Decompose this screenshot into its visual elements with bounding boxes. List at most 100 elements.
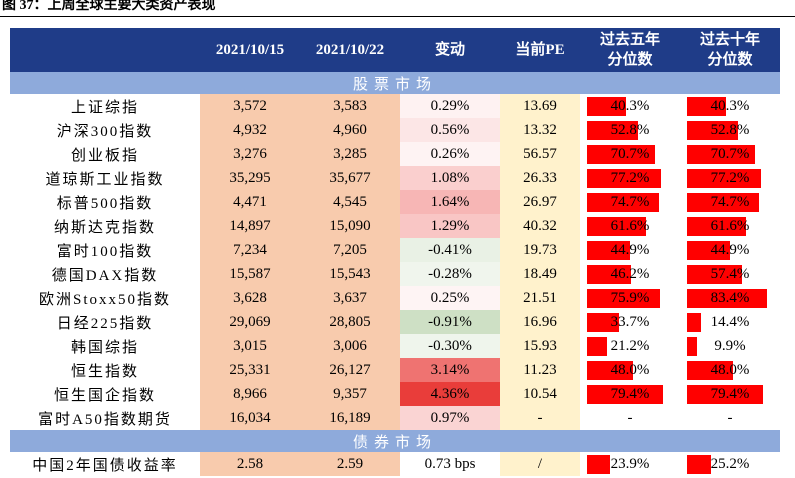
percentile-bar (687, 361, 734, 380)
cell: 1.64% (400, 190, 500, 214)
cell: 3.14% (400, 358, 500, 382)
cell: 56.57 (500, 142, 580, 166)
cell-text: 富时100指数 (56, 243, 154, 260)
cell-text: 4.36% (430, 385, 470, 402)
row-name: 富时100指数 (10, 238, 200, 262)
cell-text: 13.69 (523, 97, 557, 114)
percentile-bar (587, 217, 647, 236)
row-name: 恒生国企指数 (10, 382, 200, 406)
cell: 7,234 (200, 238, 300, 262)
cell: -0.28% (400, 262, 500, 286)
cell-text: -0.91% (428, 313, 472, 330)
cell-text: 52.8% (610, 121, 650, 138)
percentile-bar (687, 337, 697, 356)
cell: 15.93 (500, 334, 580, 358)
percentile-bar (687, 169, 762, 188)
row-name: 创业板指 (10, 142, 200, 166)
cell-text: 恒生指数 (70, 363, 139, 380)
cell-text: 44.9% (610, 241, 650, 258)
cell-text: 26.97 (523, 193, 557, 210)
row-name: 纳斯达克指数 (10, 214, 200, 238)
section-title: 债券市场 (352, 434, 437, 451)
cell-text: 70.7% (610, 145, 650, 162)
header-text: 过去十年 (699, 32, 760, 48)
cell-text: 75.9% (610, 289, 650, 306)
cell-text: 中国2年国债收益率 (32, 457, 178, 474)
cell: 74.7% (680, 190, 780, 214)
cell-text: 28,805 (329, 313, 371, 330)
cell: 3,583 (300, 94, 400, 118)
cell: 2.58 (200, 452, 300, 476)
cell-text: 创业板指 (70, 147, 139, 164)
header-text: 变动 (434, 42, 465, 58)
cell-text: - (627, 409, 633, 426)
cell: - (580, 406, 680, 430)
cell-text: 2.59 (336, 455, 364, 472)
cell: 3,015 (200, 334, 300, 358)
cell: 3,628 (200, 286, 300, 310)
cell: 40.3% (580, 94, 680, 118)
cell-text: 61.6% (710, 217, 750, 234)
cell: 1.08% (400, 166, 500, 190)
cell: 4,545 (300, 190, 400, 214)
cell: 25,331 (200, 358, 300, 382)
cell: 10.54 (500, 382, 580, 406)
cell-text: 35,677 (329, 169, 371, 186)
cell: 0.26% (400, 142, 500, 166)
cell-text: 77.2% (610, 169, 650, 186)
cell: 77.2% (680, 166, 780, 190)
header-text: 过去五年 (599, 32, 660, 48)
percentile-bar (587, 361, 634, 380)
cell: 26,127 (300, 358, 400, 382)
cell: 0.73 bps (400, 452, 500, 476)
row-name: 日经225指数 (10, 310, 200, 334)
cell: 33.7% (580, 310, 680, 334)
cell-text: 33.7% (610, 313, 650, 330)
cell-text: - (727, 409, 733, 426)
cell: 14.4% (680, 310, 780, 334)
cell: 35,295 (200, 166, 300, 190)
header-text: 2021/10/15 (215, 42, 285, 58)
percentile-bar (587, 145, 655, 164)
cell: 57.4% (680, 262, 780, 286)
cell: -0.41% (400, 238, 500, 262)
cell: 44.9% (580, 238, 680, 262)
cell-text: 14.4% (710, 313, 750, 330)
cell: 70.7% (680, 142, 780, 166)
cell-text: -0.30% (428, 337, 472, 354)
cell-text: 48.0% (610, 361, 650, 378)
cell-text: 7,234 (233, 241, 267, 258)
cell-text: 46.2% (610, 265, 650, 282)
cell: 16,034 (200, 406, 300, 430)
cell-text: 21.51 (523, 289, 557, 306)
cell: 4.36% (400, 382, 500, 406)
cell: 0.29% (400, 94, 500, 118)
percentile-bar (587, 121, 638, 140)
cell: 75.9% (580, 286, 680, 310)
percentile-bar (587, 97, 626, 116)
cell: 61.6% (580, 214, 680, 238)
cell: 40.32 (500, 214, 580, 238)
cell-text: 1.08% (430, 169, 470, 186)
cell-text: 11.23 (523, 361, 557, 378)
header-text: 分位数 (707, 52, 753, 68)
cell: 15,587 (200, 262, 300, 286)
percentile-bar (687, 313, 701, 332)
row-name: 韩国综指 (10, 334, 200, 358)
cell: / (500, 452, 580, 476)
cell-text: 61.6% (610, 217, 650, 234)
cell-text: 16,034 (229, 409, 271, 426)
cell: 21.51 (500, 286, 580, 310)
cell: 15,090 (300, 214, 400, 238)
cell-text: 35,295 (229, 169, 271, 186)
section-row: 股票市场 (10, 72, 780, 94)
cell-text: 29,069 (229, 313, 271, 330)
cell: 26.33 (500, 166, 580, 190)
header-cell (10, 28, 200, 72)
caption: 图 37：上周全球主要大类资产表现 (2, 0, 216, 13)
cell-text: 0.73 bps (424, 455, 476, 472)
percentile-bar (687, 217, 747, 236)
cell: 28,805 (300, 310, 400, 334)
cell-text: 18.49 (523, 265, 557, 282)
cell-text: 16,189 (329, 409, 371, 426)
